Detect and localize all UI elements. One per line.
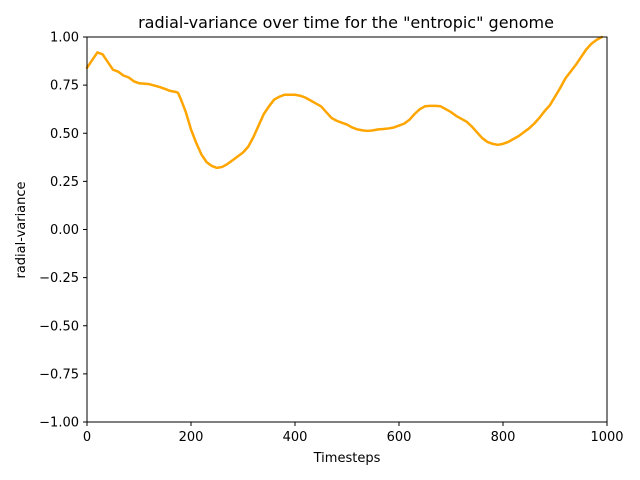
y-tick-label: 0.75 [50, 79, 79, 94]
x-tick-label: 600 [387, 430, 412, 445]
x-tick-label: 200 [179, 430, 204, 445]
plot-frame [86, 36, 608, 423]
y-tick-label: 0.50 [50, 127, 79, 142]
y-tick-label: 0.25 [50, 175, 79, 190]
x-axis-ticks: 0 200 400 600 800 1000 [83, 422, 624, 445]
y-tick-label: −0.75 [39, 367, 79, 382]
y-tick-label: 0.00 [50, 223, 79, 238]
series-layer [85, 35, 604, 170]
y-tick-label: −1.00 [39, 416, 79, 431]
chart-title: radial-variance over time for the "entro… [138, 13, 554, 32]
x-tick-label: 0 [83, 430, 91, 445]
y-tick-label: −0.50 [39, 319, 79, 334]
y-tick-label: 1.00 [50, 31, 79, 46]
x-tick-label: 1000 [590, 430, 623, 445]
x-tick-label: 800 [491, 430, 516, 445]
y-axis-label: radial-variance [14, 181, 29, 278]
x-axis-label: Timesteps [313, 451, 381, 466]
y-axis-ticks: −1.00 −0.75 −0.50 −0.25 0.00 0.25 0.50 0.75 1.00 [39, 31, 87, 431]
x-tick-label: 400 [283, 430, 308, 445]
y-tick-label: −0.25 [39, 271, 79, 286]
series-line [85, 35, 604, 170]
